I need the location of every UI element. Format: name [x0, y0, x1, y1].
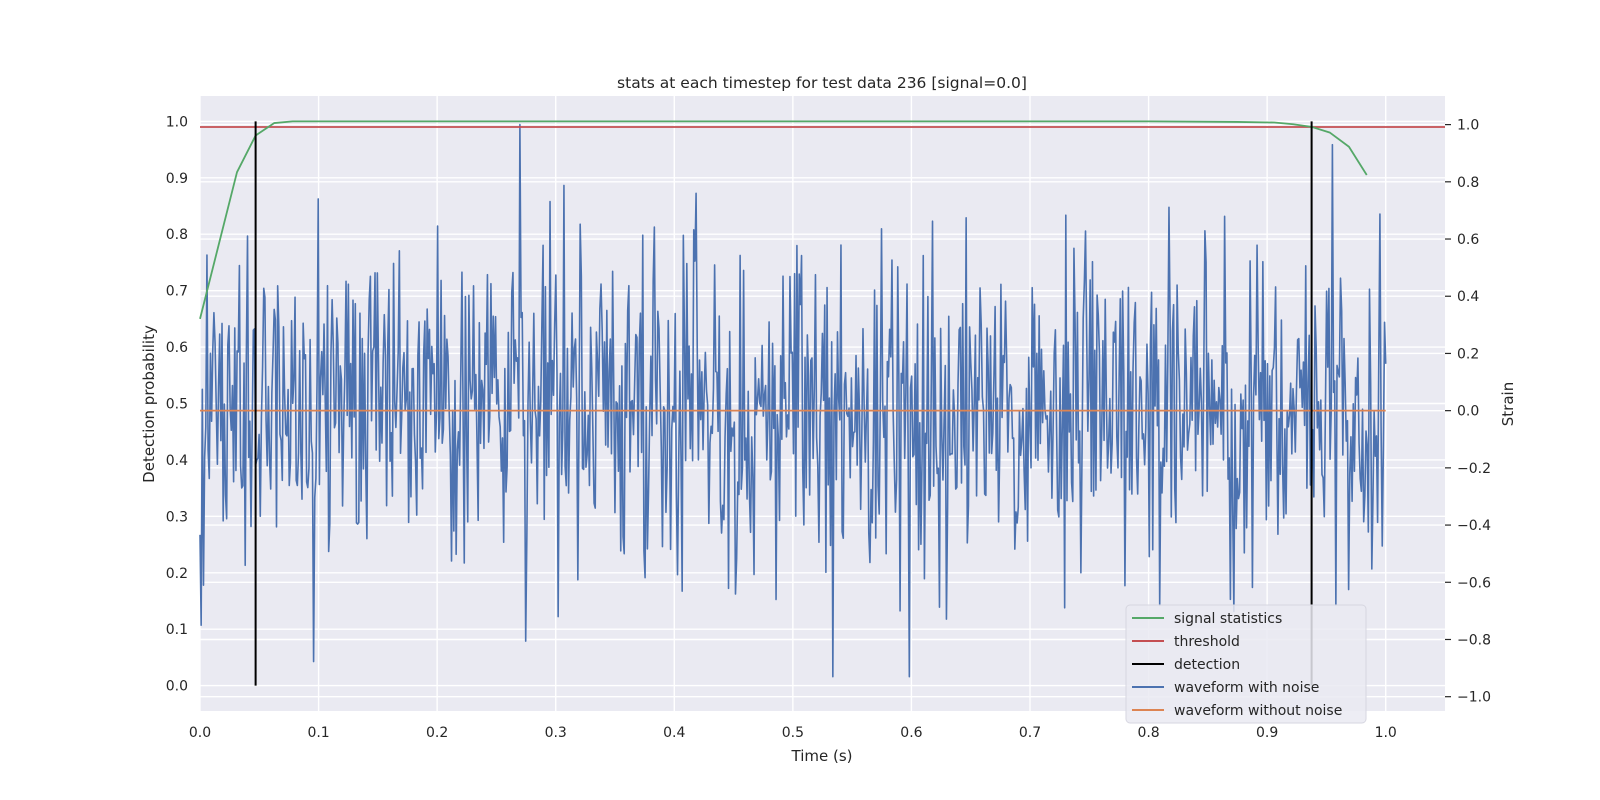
y-left-tick-label: 0.5 — [166, 397, 188, 413]
legend-box — [1125, 604, 1367, 724]
y-right-tick-label: −1.0 — [1457, 690, 1491, 706]
data-layer — [199, 120, 1445, 686]
legend-label: waveform with noise — [1174, 680, 1319, 696]
y-left-tick-label: 0.9 — [166, 171, 188, 187]
legend-label: waveform without noise — [1174, 703, 1342, 719]
y-left-tick-label: 0.1 — [166, 622, 188, 638]
y-right-tick-label: 0.2 — [1457, 346, 1479, 362]
y-right-tick-label: −0.4 — [1457, 518, 1491, 534]
legend-label: detection — [1174, 657, 1240, 673]
y-right-tick-label: −0.8 — [1457, 632, 1491, 648]
y-left-tick-label: 1.0 — [166, 114, 188, 130]
x-tick-label: 0.9 — [1256, 725, 1278, 741]
series-waveform-with-noise — [199, 123, 1387, 678]
legend-label: signal statistics — [1174, 611, 1282, 627]
x-tick-label: 0.7 — [1019, 725, 1041, 741]
x-tick-label: 0.8 — [1137, 725, 1159, 741]
x-tick-label: 0.4 — [663, 725, 685, 741]
series-signal-statistics — [199, 120, 1368, 320]
y-left-tick-label: 0.0 — [166, 679, 188, 695]
y-left-tick-label: 0.2 — [166, 566, 188, 582]
x-tick-label: 0.0 — [189, 725, 211, 741]
legend-label: threshold — [1174, 634, 1240, 650]
y-left-tick-label: 0.3 — [166, 509, 188, 525]
y-axis-right-title: Strain — [1499, 382, 1517, 426]
chart-title: stats at each timestep for test data 236… — [617, 74, 1027, 92]
x-tick-label: 0.1 — [307, 725, 329, 741]
y-right-tick-label: 0.8 — [1457, 175, 1479, 191]
y-right-tick-label: −0.2 — [1457, 461, 1491, 477]
x-tick-label: 1.0 — [1375, 725, 1397, 741]
y-right-tick-label: 0.4 — [1457, 289, 1479, 305]
y-left-tick-label: 0.7 — [166, 284, 188, 300]
y-right-tick-label: −0.6 — [1457, 575, 1491, 591]
x-axis-title: Time (s) — [791, 747, 853, 765]
x-tick-label: 0.6 — [900, 725, 922, 741]
y-axis-left-title: Detection probability — [140, 325, 158, 483]
y-right-tick-label: 0.0 — [1457, 404, 1479, 420]
y-left-tick-label: 0.4 — [166, 453, 188, 469]
axes: 0.0 0.1 0.2 0.3 0.4 0.5 0.6 0.7 0.8 0.9 1.0 0.0 0.1 0… — [166, 114, 1491, 741]
y-right-tick-label: 1.0 — [1457, 118, 1479, 134]
y-right-tick-label: 0.6 — [1457, 232, 1479, 248]
y-left-tick-label: 0.8 — [166, 227, 188, 243]
y-left-tick-label: 0.6 — [166, 340, 188, 356]
x-tick-label: 0.2 — [426, 725, 448, 741]
x-tick-label: 0.3 — [545, 725, 567, 741]
x-tick-label: 0.5 — [782, 725, 804, 741]
legend: signal statistics threshold detection wavef… — [1125, 604, 1367, 724]
